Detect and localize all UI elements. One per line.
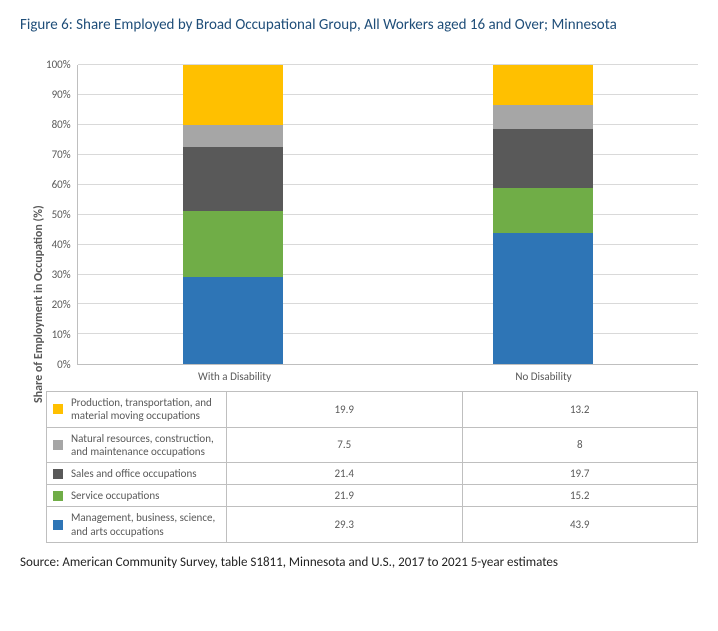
table-cell: 15.2 <box>462 485 698 507</box>
legend-label: Natural resources, construction, and mai… <box>47 427 227 462</box>
bar-segment-service <box>183 211 283 276</box>
bar-segment-sales <box>493 129 593 188</box>
bar-segment-mgmt <box>493 233 593 364</box>
stacked-bar <box>183 65 283 364</box>
legend-label: Service occupations <box>47 485 227 507</box>
legend-swatch <box>53 469 63 479</box>
table-row: Sales and office occupations 21.419.7 <box>47 463 698 485</box>
y-axis-ticks: 0%10%20%30%40%50%60%70%80%90%100% <box>46 65 77 365</box>
bar-segment-service <box>493 188 593 233</box>
plot-area: 0%10%20%30%40%50%60%70%80%90%100% <box>46 65 698 365</box>
legend-text: Natural resources, construction, and mai… <box>71 432 214 458</box>
chart-container: Share of Employment in Occupation (%) 0%… <box>30 65 698 543</box>
table-cell: 29.3 <box>227 507 463 542</box>
data-table: Production, transportation, and material… <box>46 391 698 543</box>
legend-swatch <box>53 520 63 530</box>
table-cell: 8 <box>462 427 698 462</box>
x-tick: With a Disability <box>185 370 285 383</box>
legend-text: Sales and office occupations <box>71 467 197 480</box>
table-cell: 13.2 <box>462 392 698 427</box>
legend-swatch <box>53 440 63 450</box>
bar-segment-sales <box>183 147 283 211</box>
legend-text: Service occupations <box>71 489 159 502</box>
chart-grid <box>77 65 698 365</box>
source-note: Source: American Community Survey, table… <box>20 555 698 570</box>
table-cell: 21.4 <box>227 463 463 485</box>
legend-label: Management, business, science, and arts … <box>47 507 227 542</box>
figure-title: Figure 6: Share Employed by Broad Occupa… <box>20 15 698 35</box>
table-row: Management, business, science, and arts … <box>47 507 698 542</box>
x-axis-ticks: With a Disability No Disability <box>80 365 698 383</box>
bar-segment-prod <box>493 65 593 104</box>
bar-segment-prod <box>183 65 283 125</box>
x-tick: No Disability <box>494 370 594 383</box>
legend-swatch <box>53 404 63 414</box>
table-cell: 19.9 <box>227 392 463 427</box>
legend-text: Management, business, science, and arts … <box>71 511 215 537</box>
table-row: Natural resources, construction, and mai… <box>47 427 698 462</box>
bar-segment-natres <box>493 105 593 129</box>
legend-text: Production, transportation, and material… <box>71 396 212 422</box>
stacked-bar <box>493 65 593 364</box>
legend-label: Production, transportation, and material… <box>47 392 227 427</box>
table-cell: 21.9 <box>227 485 463 507</box>
table-cell: 19.7 <box>462 463 698 485</box>
table-row: Production, transportation, and material… <box>47 392 698 427</box>
legend-swatch <box>53 491 63 501</box>
y-axis-label: Share of Employment in Occupation (%) <box>30 164 46 444</box>
table-cell: 7.5 <box>227 427 463 462</box>
bar-segment-mgmt <box>183 277 283 365</box>
legend-label: Sales and office occupations <box>47 463 227 485</box>
table-row: Service occupations 21.915.2 <box>47 485 698 507</box>
table-cell: 43.9 <box>462 507 698 542</box>
bar-segment-natres <box>183 125 283 147</box>
bars-group <box>78 65 698 364</box>
